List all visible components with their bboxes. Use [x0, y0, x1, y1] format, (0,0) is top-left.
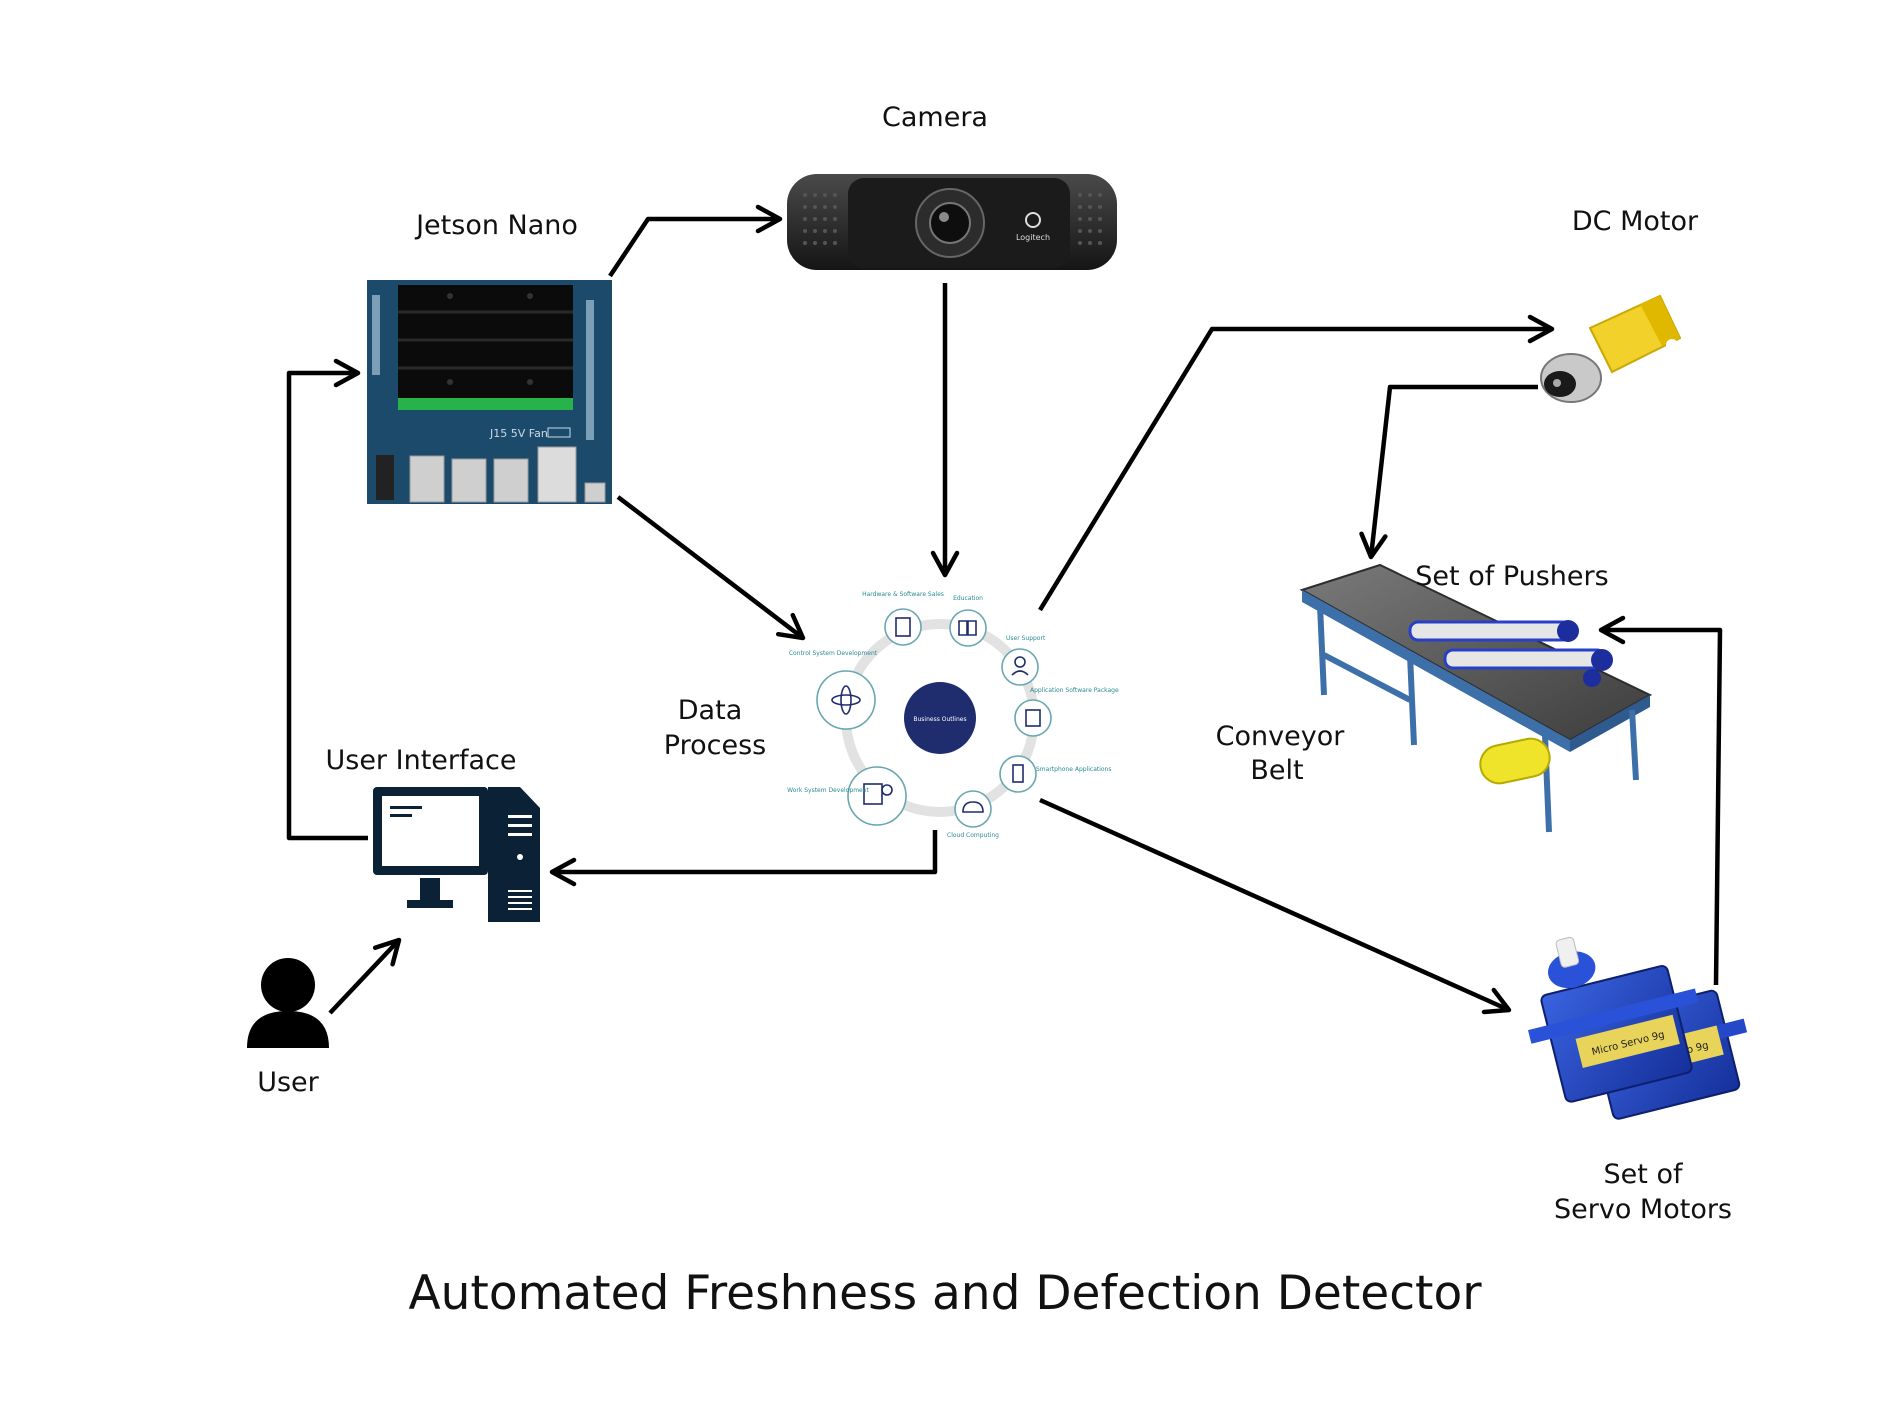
arrow-user-to-ui — [328, 937, 402, 1015]
servo-motors-icon: Micro Servo 9g Micro Servo 9g — [1528, 936, 1748, 1120]
wheel-item-4: Smartphone Applications — [1036, 766, 1111, 773]
connection-arrows — [286, 204, 1723, 1015]
user-label: User — [257, 1067, 319, 1098]
arrow-servo-to-pushers — [1598, 615, 1723, 986]
computer-icon — [373, 787, 540, 922]
arrow-data-process-to-servo — [1039, 797, 1512, 1015]
wheel-item-7: Control System Development — [789, 650, 878, 657]
data-process-label-line2: Process — [663, 730, 767, 761]
arrow-ui-to-jetson — [286, 358, 368, 841]
wheel-item-2: User Support — [1006, 635, 1046, 642]
jetson-nano-board-icon: J15 5V Fan — [367, 280, 612, 504]
servo-label-line2: Servo Motors — [1553, 1194, 1733, 1225]
arrow-data-process-to-dc-motor — [1038, 314, 1555, 612]
user-interface-label: User Interface — [325, 745, 517, 776]
servo-label-line1: Set of — [1603, 1159, 1683, 1190]
arrow-data-process-to-ui — [549, 830, 938, 887]
wheel-center-label: Business Outlines — [913, 716, 966, 723]
arrow-dc-motor-to-conveyor — [1359, 384, 1538, 560]
conveyor-label-line1: Conveyor — [1215, 721, 1345, 752]
conveyor-label-line2: Belt — [1250, 755, 1304, 786]
wheel-item-6: Work System Development — [787, 787, 869, 794]
set-of-pushers-label: Set of Pushers — [1415, 561, 1609, 592]
wheel-item-5: Cloud Computing — [947, 832, 999, 839]
wheel-item-1: Education — [953, 595, 983, 602]
diagram-title: Automated Freshness and Defection Detect… — [408, 1266, 1482, 1321]
data-process-wheel-icon: Business Outlines Hardware & Software Sa… — [787, 591, 1119, 839]
camera-brand: Logitech — [1016, 233, 1050, 242]
jetson-nano-label: Jetson Nano — [416, 210, 578, 241]
user-icon — [247, 958, 329, 1048]
data-process-label-line1: Data — [677, 695, 743, 726]
pushers-icon — [1408, 620, 1613, 687]
dc-motor-label: DC Motor — [1571, 206, 1699, 237]
arrow-jetson-to-camera — [608, 204, 783, 278]
conveyor-belt-icon — [1299, 563, 1653, 833]
wheel-item-0: Hardware & Software Sales — [862, 591, 944, 598]
wheel-item-3: Application Software Package — [1030, 687, 1119, 694]
arrow-jetson-to-data-process — [616, 495, 806, 641]
camera-label: Camera — [882, 102, 988, 133]
webcam-icon: Logitech — [787, 174, 1117, 270]
jetson-board-text: J15 5V Fan — [489, 427, 548, 440]
dc-motor-icon — [1540, 294, 1682, 403]
